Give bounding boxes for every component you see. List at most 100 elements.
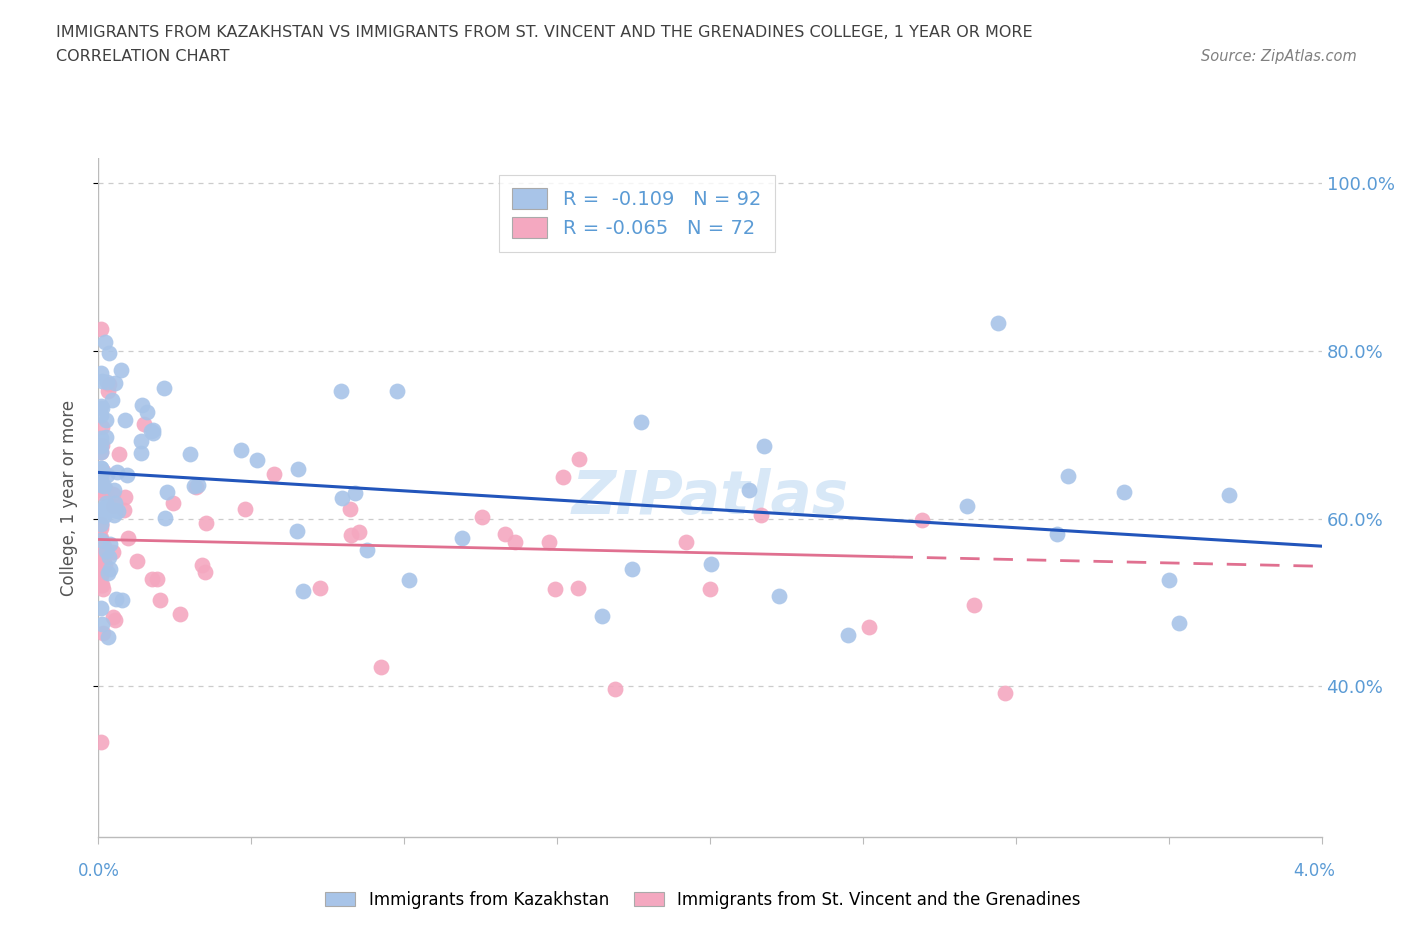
Point [911,512,934,527]
Point [104,496,127,511]
Point [103,508,125,523]
Point [330,490,353,505]
Point [91,437,114,452]
Point [749,508,772,523]
Point [90,471,112,485]
Point [987,315,1010,330]
Point [90,735,112,750]
Point [91,401,114,416]
Point [90,617,112,631]
Point [90,506,112,521]
Point [858,619,880,634]
Point [603,682,626,697]
Point [90,365,112,380]
Point [90,518,112,533]
Point [100,392,122,407]
Point [90,517,112,532]
Point [90,550,112,565]
Point [90,533,112,548]
Point [956,499,979,514]
Point [349,525,371,539]
Point [131,398,153,413]
Point [135,405,157,419]
Point [104,592,127,607]
Point [90,321,112,336]
Point [356,543,378,558]
Text: Source: ZipAtlas.com: Source: ZipAtlas.com [1201,49,1357,64]
Point [153,511,176,525]
Point [94,496,117,511]
Point [329,384,352,399]
Text: IMMIGRANTS FROM KAZAKHSTAN VS IMMIGRANTS FROM ST. VINCENT AND THE GRENADINES COL: IMMIGRANTS FROM KAZAKHSTAN VS IMMIGRANTS… [56,25,1033,40]
Point [162,496,184,511]
Point [96,374,118,389]
Point [97,549,120,564]
Point [194,515,217,530]
Point [110,363,132,378]
Point [98,561,121,576]
Point [93,508,115,523]
Point [91,582,114,597]
Point [90,477,112,492]
Point [246,453,269,468]
Point [90,516,112,531]
Point [142,425,165,440]
Point [90,475,112,490]
Legend: Immigrants from Kazakhstan, Immigrants from St. Vincent and the Grenadines: Immigrants from Kazakhstan, Immigrants f… [316,883,1090,917]
Point [94,335,117,350]
Point [90,373,112,388]
Point [179,447,201,462]
Point [91,626,114,641]
Point [96,565,118,580]
Point [962,597,984,612]
Point [101,545,124,560]
Point [94,558,117,573]
Point [90,561,112,576]
Text: 4.0%: 4.0% [1294,862,1336,880]
Point [1168,616,1191,631]
Point [103,609,125,624]
Point [90,466,112,481]
Point [567,581,589,596]
Point [471,510,494,525]
Point [1159,573,1181,588]
Point [98,346,121,361]
Point [91,464,114,479]
Point [104,613,127,628]
Text: ZIPatlas: ZIPatlas [571,468,849,527]
Point [994,685,1017,700]
Point [94,547,117,562]
Point [97,384,120,399]
Point [630,414,652,429]
Point [129,445,152,460]
Point [114,489,136,504]
Point [125,553,148,568]
Point [90,462,112,477]
Point [503,535,526,550]
Point [90,460,112,475]
Point [675,535,697,550]
Point [104,503,127,518]
Point [285,524,308,538]
Point [91,501,114,516]
Point [90,521,112,536]
Point [90,474,112,489]
Point [96,483,118,498]
Point [132,417,155,432]
Point [90,531,112,546]
Point [104,375,127,390]
Point [90,465,112,480]
Point [90,445,112,459]
Point [90,483,112,498]
Point [387,384,409,399]
Point [494,527,516,542]
Point [98,376,121,391]
Point [235,501,257,516]
Point [103,483,125,498]
Point [117,531,139,546]
Point [1046,526,1069,541]
Point [94,413,117,428]
Point [146,572,169,587]
Point [90,398,112,413]
Text: 0.0%: 0.0% [77,862,120,880]
